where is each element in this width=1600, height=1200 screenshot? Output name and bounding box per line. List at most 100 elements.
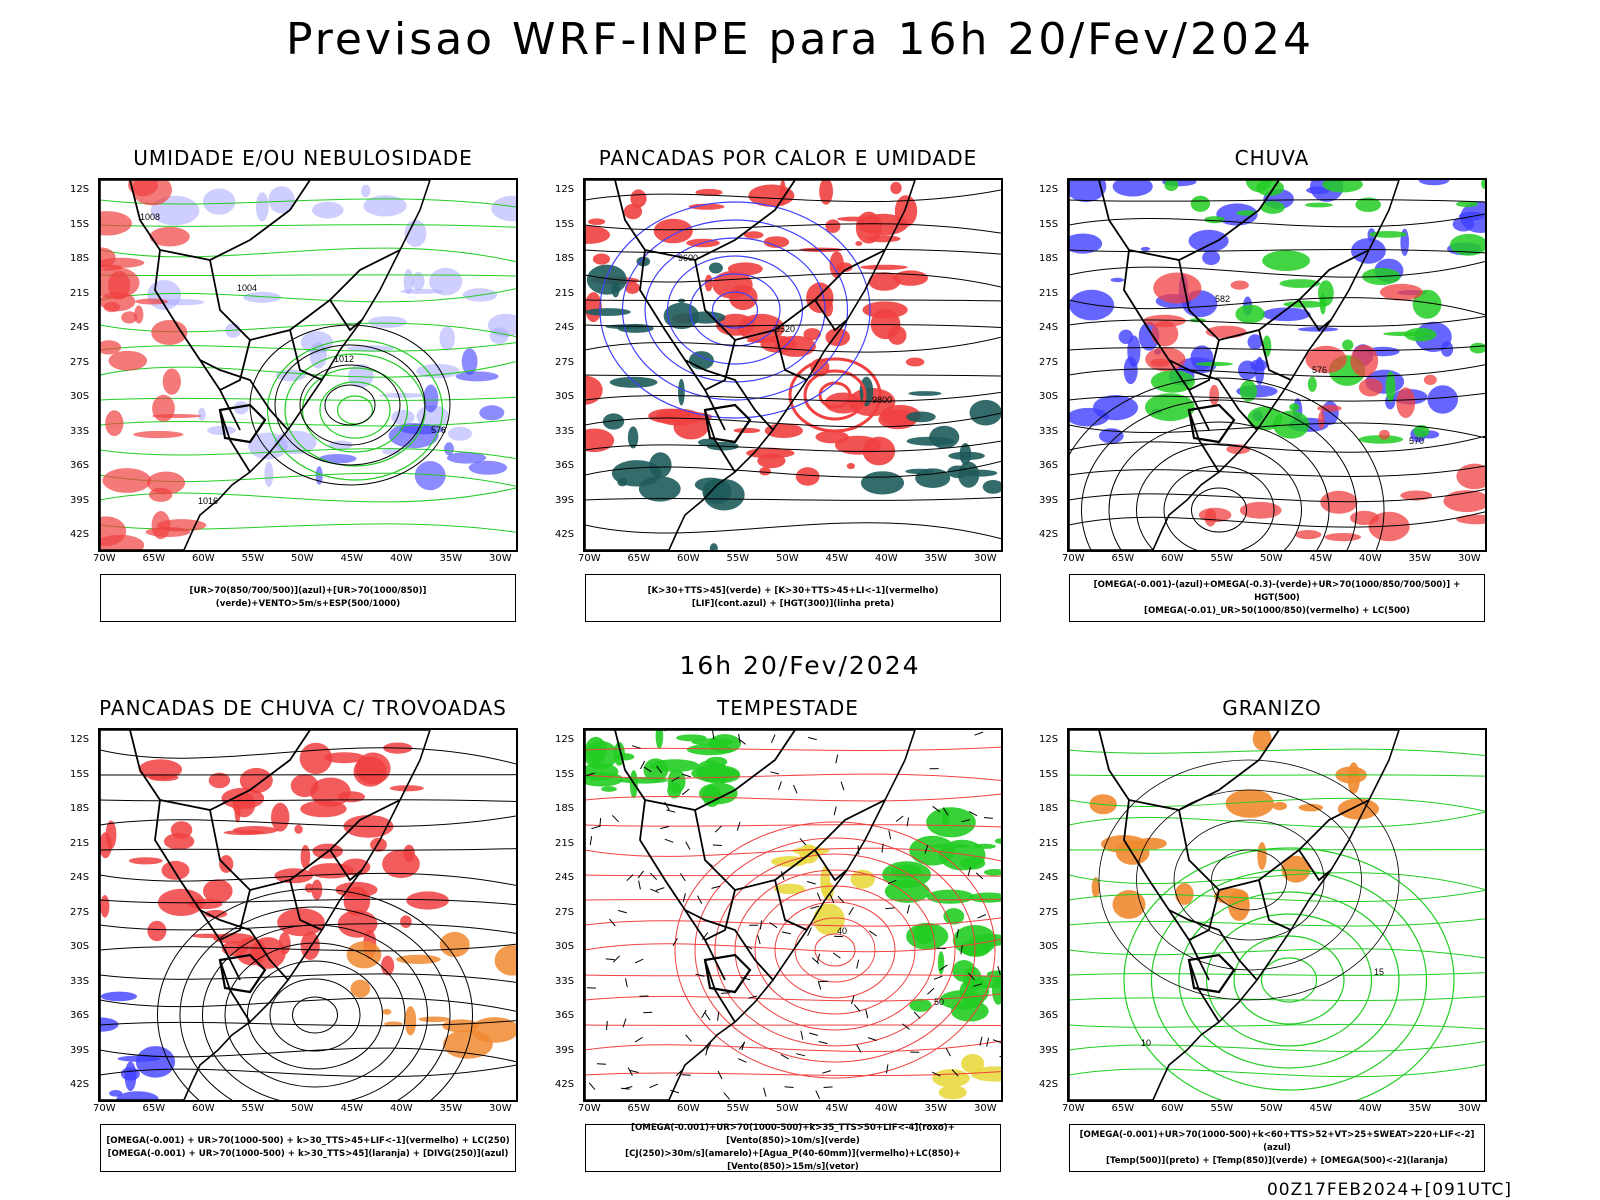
shaded-area (968, 892, 1001, 903)
lat-tick-label: 24S (1039, 322, 1059, 333)
shaded-area (1151, 320, 1179, 347)
lon-tick-label: 45W (825, 1103, 849, 1114)
contour-label: 40 (837, 926, 847, 936)
contour-label: 1012 (334, 354, 354, 364)
wind-vector (588, 1082, 596, 1090)
shaded-area (100, 534, 145, 550)
shaded-area (1257, 842, 1267, 870)
wind-vector (627, 1067, 633, 1076)
shaded-area (1350, 344, 1379, 377)
shaded-area (1440, 341, 1454, 357)
shaded-area (1320, 490, 1358, 514)
shaded-area (117, 1055, 161, 1062)
shaded-area (1260, 201, 1285, 214)
streamline (585, 746, 1001, 751)
wind-vector (638, 880, 641, 890)
lon-tick-label: 35W (439, 553, 463, 564)
shaded-area (846, 463, 855, 470)
shaded-area (947, 465, 969, 479)
wind-vector (869, 930, 877, 937)
wind-vector (913, 1011, 921, 1019)
streamline (585, 324, 1001, 328)
streamline (100, 224, 516, 228)
shaded-area (479, 405, 505, 421)
streamline (100, 247, 516, 263)
contour-line (794, 917, 876, 983)
shaded-area (1236, 210, 1257, 216)
wind-vector (671, 776, 680, 782)
panel-title: PANCADAS POR CALOR E UMIDADE (598, 146, 978, 170)
shaded-area (942, 807, 950, 827)
shaded-area (264, 461, 274, 487)
map-panel-2: PANCADAS POR CALOR E UMIDADE 9600 9520 9800… (553, 146, 1023, 630)
lat-tick-label: 33S (70, 425, 90, 437)
lon-tick-label: 65W (627, 553, 651, 564)
streamline (585, 847, 1001, 862)
streamline (100, 274, 516, 277)
shaded-area (1318, 280, 1334, 307)
legend-line: [OMEGA(-0.001) + UR>70(1000-500) + k>30_… (106, 1136, 510, 1146)
shaded-area (312, 201, 344, 219)
wind-vector (717, 1011, 720, 1021)
shaded-area (1305, 345, 1347, 374)
contour-line (1081, 399, 1357, 550)
lat-tick-label: 12S (70, 734, 90, 745)
lon-tick-label: 60W (1161, 553, 1184, 564)
shaded-area (655, 408, 702, 426)
shaded-area (653, 218, 693, 244)
lat-tick-label: 39S (1039, 494, 1059, 506)
shaded-area (795, 467, 820, 486)
shaded-area (695, 188, 723, 196)
lat-tick-label: 27S (1039, 906, 1059, 918)
contour-line (644, 237, 826, 383)
shaded-area (1252, 730, 1272, 751)
wind-vector (682, 893, 686, 903)
wind-vector (741, 976, 751, 981)
shaded-area (1423, 374, 1437, 385)
wind-vector (711, 885, 721, 889)
lon-tick-label: 35W (924, 553, 948, 564)
wind-vector (672, 937, 678, 947)
lat-tick-label: 18S (555, 803, 575, 814)
shaded-area (243, 291, 281, 303)
map-svg (100, 730, 516, 1100)
streamline (100, 973, 516, 983)
shaded-area (727, 262, 763, 276)
lat-tick-label: 36S (555, 1010, 575, 1021)
lon-tick-label: 45W (340, 1103, 364, 1114)
lat-tick-label: 24S (1039, 872, 1059, 883)
contour-label: 50 (934, 997, 944, 1007)
shaded-area (1456, 201, 1478, 208)
shaded-area (592, 253, 611, 265)
legend-line: [OMEGA(-0.01)_UR>50(1000/850)(vermelho) … (1144, 605, 1410, 616)
wind-vector (780, 1054, 789, 1060)
wind-vector (975, 872, 984, 880)
shaded-area (468, 460, 508, 475)
shaded-area (1456, 514, 1485, 525)
country-border (1128, 180, 1280, 261)
lat-tick-label: 30S (555, 941, 575, 952)
shaded-area (1099, 428, 1124, 444)
wind-vector (927, 987, 935, 995)
map-panel-6: GRANIZO 15 10 12S 15S 18S 21S 24S 27S 30S 33S 36S 39… (1037, 696, 1507, 1180)
shaded-area (400, 915, 412, 928)
wind-vector (809, 1032, 818, 1036)
shaded-area (759, 467, 771, 476)
contour-label: 1016 (198, 496, 218, 506)
shaded-area (1358, 378, 1383, 397)
shaded-area (100, 895, 110, 918)
shaded-area (1204, 216, 1225, 224)
streamline (585, 898, 1001, 901)
lat-tick-label: 30S (70, 941, 90, 952)
wind-vector (902, 1023, 910, 1030)
contour-label: 582 (1215, 294, 1230, 304)
legend-line: [OMEGA(-0.001)-(azul)+OMEGA(-0.3)-(verde… (1093, 579, 1461, 603)
shaded-area (368, 316, 407, 328)
wind-vector (770, 734, 776, 744)
shaded-area (1127, 335, 1141, 367)
wind-vector (780, 871, 785, 880)
shaded-area (361, 184, 371, 198)
wind-vector (705, 1046, 709, 1056)
shaded-area (1350, 510, 1379, 525)
shaded-area (1304, 202, 1333, 208)
